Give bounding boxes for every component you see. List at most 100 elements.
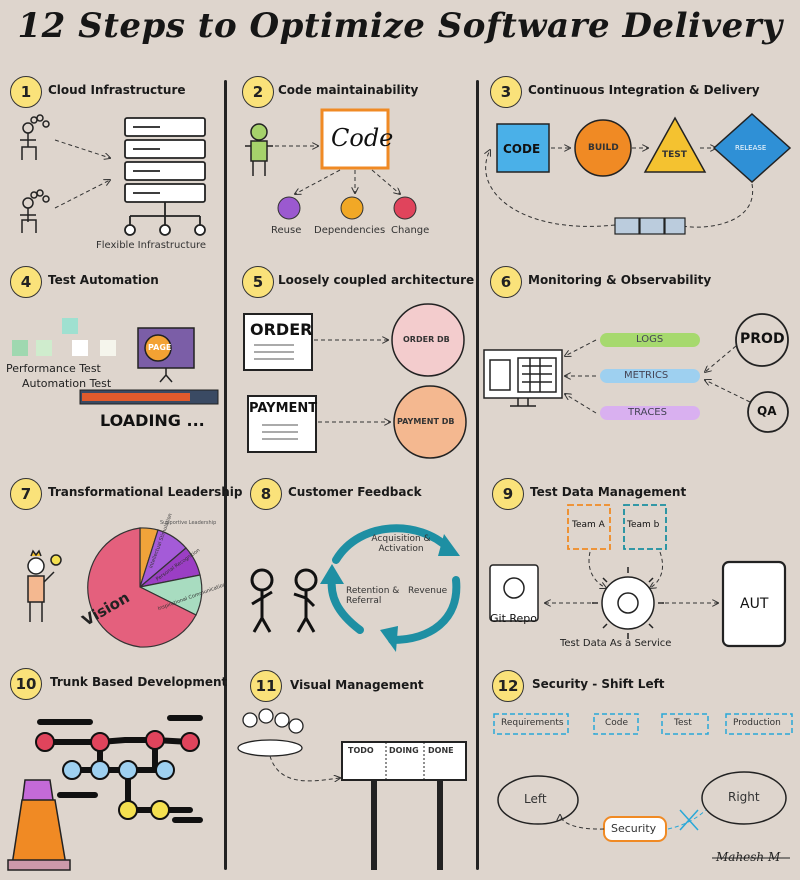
requirements-box (493, 713, 569, 735)
sec-code-label: Code (605, 718, 629, 728)
customer-figures-icon (250, 568, 318, 633)
developer-figure-icon (245, 123, 273, 176)
traces-bar (600, 406, 700, 420)
kanban-board (341, 741, 467, 781)
retention-label: Retention & Referral (346, 586, 400, 606)
section-1-badge: 1 (10, 76, 42, 108)
cross-icon (679, 809, 699, 831)
divider-left (224, 80, 227, 870)
change-circle (393, 196, 417, 220)
ci-test-label: TEST (662, 150, 687, 160)
section-3-badge: 3 (490, 76, 522, 108)
page-badge-label: PAGE (148, 343, 172, 352)
left-ellipse (497, 775, 579, 825)
loading-bar-fill (82, 393, 190, 401)
todo-label: TODO (348, 746, 374, 755)
acquisition-label: Acquisition & Activation (371, 534, 431, 554)
section-12-badge: 12 (492, 670, 524, 702)
arrow-user1-server (54, 139, 110, 158)
arrow-code-reuse (295, 169, 341, 194)
dependencies-circle (340, 196, 364, 220)
section-4-title: Test Automation (48, 273, 159, 287)
code-box (320, 108, 390, 170)
dependencies-label: Dependencies (314, 225, 386, 236)
section-9-title: Test Data Management (530, 485, 687, 499)
section-2-title: Code maintainability (278, 83, 419, 97)
section-10-title: Trunk Based Development (50, 675, 228, 689)
sec-test-box (661, 713, 709, 735)
gear-icon (592, 567, 664, 639)
qa-label: QA (757, 404, 777, 418)
section-8-badge: 8 (250, 478, 282, 510)
order-box (243, 313, 313, 371)
section-1-title: Cloud Infrastructure (48, 83, 186, 97)
order-label: ORDER (250, 320, 313, 339)
section-4-badge: 4 (10, 266, 42, 298)
section-5-title: Loosely coupled architecture (278, 273, 475, 287)
trunk-nodes (35, 730, 200, 820)
reuse-label: Reuse (271, 225, 302, 236)
aut-label: AUT (740, 596, 769, 612)
git-repo-icon (489, 564, 539, 622)
right-ellipse (701, 771, 787, 825)
flexible-infrastructure-label: Flexible Infrastructure (96, 240, 207, 251)
traces-label: TRACES (628, 407, 667, 418)
ci-test-triangle (643, 116, 707, 173)
section-2-badge: 2 (242, 76, 274, 108)
section-7-badge: 7 (10, 478, 42, 510)
arrow-code-change (371, 169, 400, 194)
section-12-title: Security - Shift Left (532, 677, 665, 691)
section-6-badge: 6 (490, 266, 522, 298)
change-label: Change (391, 225, 430, 236)
monitor-icon (483, 349, 563, 407)
ci-release-diamond (712, 112, 792, 184)
divider-right (476, 80, 479, 870)
production-label: Production (733, 718, 781, 728)
performance-test-label: Performance Test (6, 362, 101, 375)
feedback-cycle-arrowheads (320, 534, 460, 652)
developer-icon-1 (20, 114, 50, 160)
loading-label: LOADING ... (100, 411, 205, 430)
left-label: Left (524, 792, 547, 806)
aut-device (721, 560, 787, 648)
done-label: DONE (428, 746, 454, 755)
automation-test-label: Automation Test (22, 377, 112, 390)
section-7-title: Transformational Leadership (48, 485, 243, 499)
revenue-label: Revenue (408, 586, 448, 596)
leader-figure-icon (27, 549, 62, 622)
presentation-board-icon (137, 327, 195, 383)
section-9-badge: 9 (492, 478, 524, 510)
prod-label: PROD (740, 331, 785, 347)
requirements-label: Requirements (501, 718, 564, 728)
code-label: Code (331, 124, 394, 152)
logs-bar (600, 333, 700, 347)
payment-db-label: PAYMENT DB (397, 417, 455, 426)
team-table-icon (237, 708, 304, 757)
team-b-label: Team b (627, 520, 660, 530)
metrics-label: METRICS (624, 370, 669, 381)
ci-code-box (496, 123, 550, 173)
reuse-circle (277, 196, 301, 220)
prod-circle (735, 313, 789, 367)
ci-build-circle (574, 119, 632, 177)
git-repo-label: Git Repo (490, 612, 538, 625)
order-db-circle (391, 303, 465, 377)
right-label: Right (728, 790, 760, 804)
section-10-badge: 10 (10, 668, 42, 700)
vision-pie-chart (87, 527, 203, 648)
logs-label: LOGS (636, 334, 664, 345)
ci-release-label: RELEASE (735, 144, 767, 152)
arrow-user2-server (54, 180, 110, 209)
supportive-label: Supportive Leadership (160, 520, 217, 526)
section-5-badge: 5 (242, 266, 274, 298)
section-3-title: Continuous Integration & Delivery (528, 83, 760, 97)
ci-code-label: CODE (503, 142, 541, 156)
security-label: Security (611, 822, 657, 835)
metrics-bar (600, 369, 700, 383)
test-tiles (12, 318, 116, 356)
production-box (725, 713, 793, 735)
signature: Mahesh M (716, 850, 781, 864)
payment-box (247, 395, 317, 453)
section-8-title: Customer Feedback (288, 485, 422, 499)
